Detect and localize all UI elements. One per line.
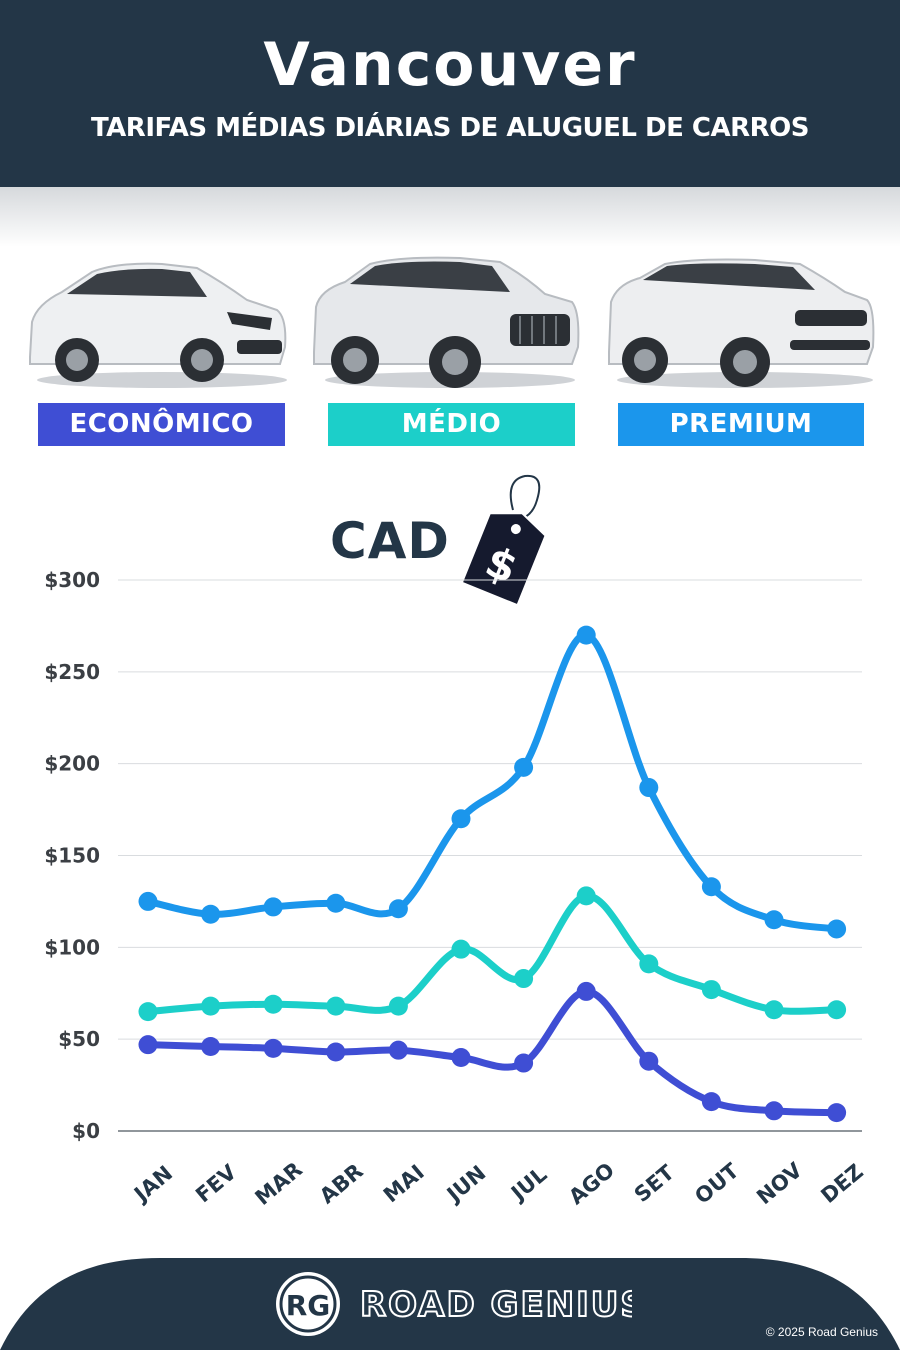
road-genius-logo: RG ROAD GENIUS: [276, 1272, 632, 1336]
price-tag-icon: $: [460, 474, 547, 607]
data-point-medio-jun: [451, 939, 471, 959]
midsize-car-image: [313, 256, 580, 388]
data-point-premium-mar: [263, 897, 283, 917]
series-line-premium: [144, 631, 841, 933]
data-point-economico-jul: [514, 1053, 534, 1073]
copyright-text: © 2025 Road Genius: [765, 1325, 878, 1339]
data-point-medio-abr: [326, 996, 346, 1016]
header-banner: Vancouver TARIFAS MÉDIAS DIÁRIAS DE ALUG…: [0, 0, 900, 187]
x-tick-label: MAI: [379, 1160, 429, 1207]
data-point-economico-mai: [388, 1040, 408, 1060]
data-point-medio-set: [639, 954, 659, 974]
data-point-economico-jan: [138, 1035, 158, 1055]
economy-car-image: [29, 262, 287, 388]
data-point-medio-nov: [764, 1000, 784, 1020]
data-point-economico-ago: [576, 981, 596, 1001]
data-point-premium-mai: [388, 899, 408, 919]
currency-label: CAD: [330, 512, 450, 570]
data-point-premium-jan: [138, 891, 158, 911]
data-point-medio-fev: [201, 996, 221, 1016]
data-point-economico-nov: [764, 1101, 784, 1121]
x-tick-label: MAR: [251, 1157, 307, 1210]
data-point-medio-mar: [263, 994, 283, 1014]
logo-mark: RG: [286, 1289, 331, 1322]
data-point-premium-out: [701, 877, 721, 897]
data-point-premium-ago: [576, 625, 596, 645]
page-subtitle: TARIFAS MÉDIAS DIÁRIAS DE ALUGUEL DE CAR…: [90, 113, 810, 143]
x-tick-label: DEZ: [816, 1159, 867, 1208]
data-point-medio-out: [701, 980, 721, 1000]
data-point-medio-mai: [388, 996, 408, 1016]
x-tick-label: FEV: [191, 1160, 241, 1208]
data-point-economico-mar: [263, 1038, 283, 1058]
data-point-medio-ago: [576, 886, 596, 906]
y-tick-label: $300: [44, 568, 100, 592]
data-point-premium-jun: [451, 809, 471, 829]
data-point-medio-dez: [827, 1000, 847, 1020]
data-point-premium-abr: [326, 893, 346, 913]
data-point-economico-fev: [201, 1037, 221, 1057]
x-tick-label: OUT: [690, 1158, 744, 1208]
line-chart: $0 $50 $100 $150 $200 $250 $300 JAN FEV MAR ABR MA…: [44, 568, 867, 1210]
data-point-medio-jan: [138, 1002, 158, 1022]
brand-name: ROAD GENIUS: [360, 1285, 632, 1325]
x-tick-label: JAN: [128, 1161, 177, 1207]
x-tick-label: JUL: [505, 1162, 551, 1206]
y-tick-label: $250: [44, 660, 100, 684]
data-point-economico-jun: [451, 1048, 471, 1068]
x-tick-label: AGO: [564, 1158, 619, 1209]
x-tick-label: NOV: [752, 1158, 807, 1210]
data-point-medio-jul: [514, 969, 534, 989]
series-line-economico: [144, 987, 841, 1117]
data-point-premium-nov: [764, 910, 784, 930]
data-point-premium-fev: [201, 904, 221, 924]
y-tick-label: $50: [58, 1027, 100, 1051]
y-tick-label: $200: [44, 752, 100, 776]
y-tick-label: $0: [72, 1119, 100, 1143]
page-title: Vancouver: [263, 30, 637, 100]
x-tick-label: JUN: [441, 1161, 490, 1208]
data-point-premium-dez: [827, 919, 847, 939]
data-point-economico-dez: [827, 1103, 847, 1123]
badge-premium: PREMIUM: [618, 403, 864, 446]
badge-medio: MÉDIO: [328, 403, 575, 446]
data-point-economico-set: [639, 1051, 659, 1071]
x-tick-label: ABR: [315, 1159, 368, 1209]
badge-economico: ECONÔMICO: [38, 403, 285, 446]
data-point-economico-out: [701, 1092, 721, 1112]
header-shadow: [0, 187, 900, 247]
x-tick-label: SET: [630, 1160, 679, 1207]
data-point-premium-jul: [514, 757, 534, 777]
premium-car-image: [608, 258, 875, 388]
footer-banner: [0, 1258, 900, 1350]
y-tick-label: $100: [44, 935, 100, 959]
data-point-economico-abr: [326, 1042, 346, 1062]
y-tick-label: $150: [44, 844, 100, 868]
data-point-premium-set: [639, 778, 659, 798]
